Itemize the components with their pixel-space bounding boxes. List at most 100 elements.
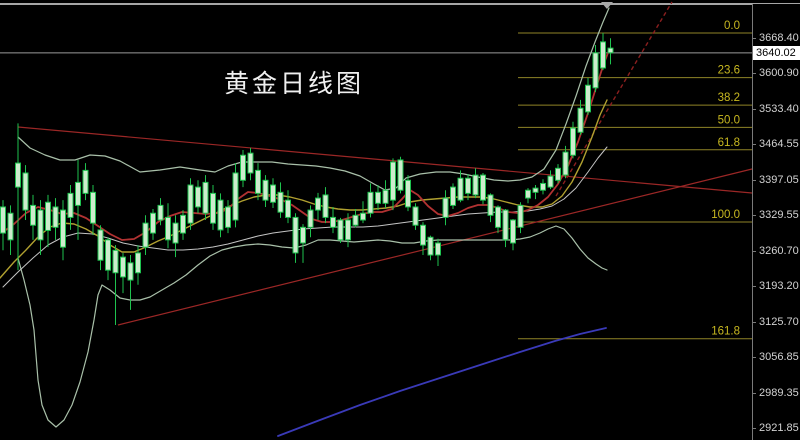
candle-body xyxy=(187,184,194,224)
candle-body xyxy=(322,194,329,218)
candle-body xyxy=(45,201,51,231)
candle-body xyxy=(465,177,471,194)
candle-body xyxy=(420,224,426,246)
axis-tick-mark xyxy=(752,321,756,323)
axis-tick-label: 3329.55 xyxy=(759,209,799,222)
axis-tick-mark xyxy=(752,357,756,359)
bollinger-lower-band xyxy=(17,225,608,428)
axis-tick-label: 2989.35 xyxy=(759,386,799,399)
bollinger-upper-band xyxy=(17,7,610,191)
candle-body xyxy=(442,197,449,218)
candle-body xyxy=(525,189,531,199)
current-price-badge: 3640.02 xyxy=(753,45,800,60)
candle-body xyxy=(510,219,516,244)
candle-body xyxy=(600,41,606,69)
candle-body xyxy=(337,219,344,241)
axis-tick-mark xyxy=(752,392,756,394)
axis-tick-mark xyxy=(752,179,756,181)
candle-body xyxy=(330,216,336,228)
candle-body xyxy=(142,222,149,248)
axis-tick-mark xyxy=(752,73,756,75)
candle-body xyxy=(75,181,81,206)
candle-body xyxy=(315,197,321,211)
candle-body xyxy=(225,206,231,228)
fib-level-label: 50.0 xyxy=(718,114,740,126)
candle-body xyxy=(397,159,404,191)
candle-body xyxy=(277,191,284,213)
chart-shift-marker-icon[interactable] xyxy=(601,2,613,9)
price-axis[interactable]: 3640.02 3668.40 3600.90 3533.40 3464.55 3397… xyxy=(752,4,800,440)
chart-title: 黄金日线图 xyxy=(224,71,365,98)
fibonacci-retracement[interactable]: 0.0 23.6 38.2 50.0 61.8 100.0 161.8 xyxy=(518,20,752,340)
candle-body xyxy=(480,174,486,201)
candle-body xyxy=(375,191,381,204)
candle-body xyxy=(390,161,396,201)
axis-tick-mark xyxy=(752,215,756,217)
candle-body xyxy=(202,181,209,214)
candle-body xyxy=(52,206,59,228)
candle-body xyxy=(562,151,569,176)
candle-body xyxy=(240,154,246,181)
axis-tick-mark xyxy=(752,144,756,146)
candle-body xyxy=(487,194,494,216)
candle-body xyxy=(232,172,239,221)
candle-body xyxy=(30,204,36,226)
candle-body xyxy=(570,127,576,156)
candle-body xyxy=(7,212,14,241)
axis-tick-mark xyxy=(752,38,756,39)
candle-body xyxy=(157,204,164,221)
candle-body xyxy=(495,206,501,228)
axis-tick-mark xyxy=(752,108,756,110)
window-top-border xyxy=(0,3,800,5)
axis-tick-label: 3397.05 xyxy=(759,173,799,186)
candle-body xyxy=(90,191,96,224)
candle-body xyxy=(412,206,419,226)
candle-body xyxy=(457,177,464,201)
candle-body xyxy=(15,162,21,188)
candle-body xyxy=(540,182,546,191)
candle-body xyxy=(367,191,374,214)
candle-body xyxy=(352,214,359,226)
breakout-dashed-line[interactable] xyxy=(555,1,673,197)
candle-body xyxy=(255,169,261,194)
candle-body xyxy=(577,107,584,133)
fib-level-label: 38.2 xyxy=(718,92,740,104)
candle-body xyxy=(585,84,591,113)
candle-body xyxy=(22,172,29,211)
candle-body xyxy=(450,186,456,206)
candle-body xyxy=(547,175,554,188)
axis-tick-mark xyxy=(752,428,756,429)
candle-body xyxy=(0,206,6,234)
candle-body xyxy=(345,219,351,241)
candle-body xyxy=(532,187,539,193)
fib-level-label: 23.6 xyxy=(718,65,740,77)
fib-level-label: 61.8 xyxy=(718,137,740,149)
axis-tick-label: 2921.85 xyxy=(759,422,799,434)
axis-tick-mark xyxy=(752,250,756,252)
candle-body xyxy=(502,209,509,241)
candle-body xyxy=(210,192,216,224)
candle-body xyxy=(405,179,411,208)
fib-level-label: 161.8 xyxy=(711,326,740,338)
candle-body xyxy=(360,212,366,221)
candle-body xyxy=(307,209,314,228)
fib-level-label: 0.0 xyxy=(724,20,740,32)
candle-body xyxy=(112,249,119,274)
fib-level-label: 100.0 xyxy=(711,209,740,221)
candle-body xyxy=(172,222,179,244)
axis-tick-label: 3260.70 xyxy=(759,244,799,257)
candle-body xyxy=(150,212,156,234)
candle-body xyxy=(105,239,111,271)
axis-tick-label: 3464.55 xyxy=(759,138,799,151)
candle-body xyxy=(127,262,134,281)
candle-body xyxy=(270,184,276,203)
candle-body xyxy=(165,216,171,241)
candle-body xyxy=(592,52,599,89)
candle-body xyxy=(435,242,441,256)
axis-tick-label: 3056.85 xyxy=(759,351,799,364)
candle-body xyxy=(67,192,74,218)
axis-tick-label: 3125.70 xyxy=(759,315,799,328)
descending-wedge-line[interactable] xyxy=(17,126,753,194)
